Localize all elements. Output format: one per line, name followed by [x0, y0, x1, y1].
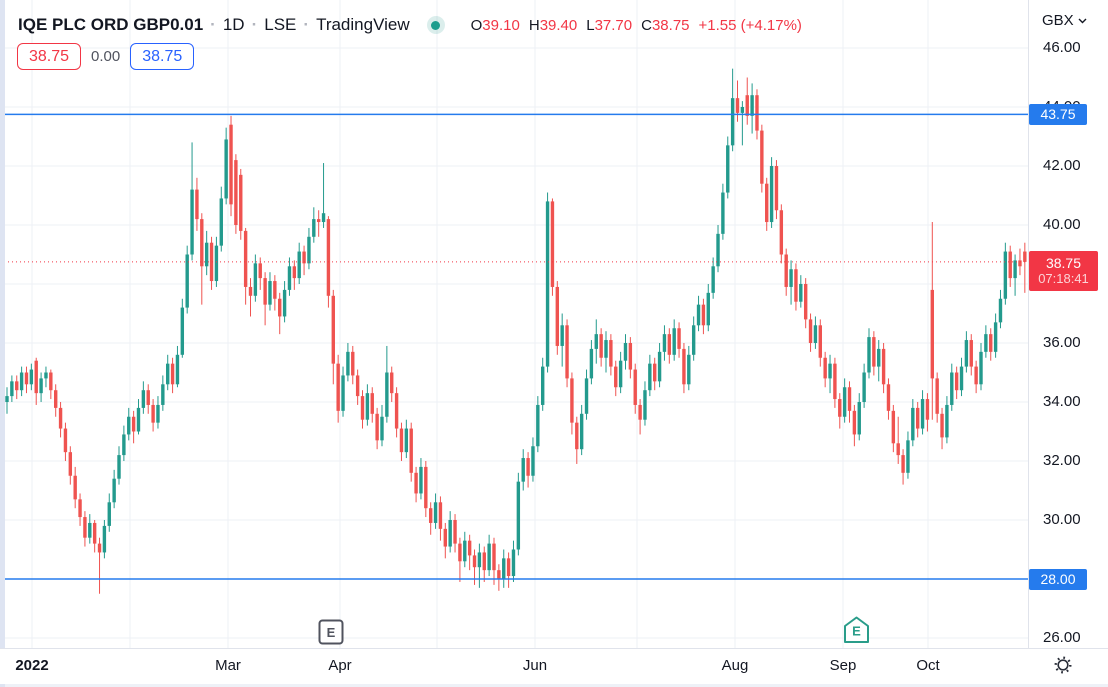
price-axis-label: 36.00: [1043, 334, 1081, 351]
currency-selector[interactable]: GBX: [1042, 12, 1087, 29]
last-price-value: 38.75: [1045, 255, 1082, 272]
close-label: C: [641, 16, 652, 34]
close-value: 38.75: [651, 16, 690, 34]
low-label: L: [586, 16, 595, 34]
price-axis-label: 32.00: [1043, 452, 1081, 469]
time-axis-label: Aug: [721, 657, 749, 674]
time-axis-label: Oct: [916, 657, 940, 674]
interval-label[interactable]: 1D: [222, 15, 245, 34]
exchange-label[interactable]: LSE: [264, 15, 297, 34]
change-value: +1.55 (+4.17%): [698, 16, 802, 34]
high-value: 39.40: [539, 16, 578, 34]
price-line-tag: 28.00: [1029, 568, 1087, 590]
open-label: O: [470, 16, 483, 34]
price-axis-label: 34.00: [1043, 393, 1081, 410]
gridlines: [0, 0, 1028, 648]
time-axis-label: 2022: [15, 657, 49, 674]
symbol-name[interactable]: IQE PLC ORD GBP0.01: [18, 15, 204, 34]
open-value: 39.10: [482, 16, 520, 34]
time-axis-label: Jun: [522, 657, 548, 674]
bid-ask-row: 38.75 0.00 38.75: [17, 43, 802, 70]
chevron-down-icon: [1078, 18, 1087, 23]
currency-label: GBX: [1042, 12, 1074, 29]
svg-text:E: E: [852, 624, 861, 639]
window-edge-left: [0, 0, 5, 687]
earnings-marker-square-icon[interactable]: E: [318, 619, 344, 650]
sell-price-chip[interactable]: 38.75: [17, 43, 82, 70]
price-axis-label: 42.00: [1043, 157, 1081, 174]
bar-countdown: 07:18:41: [1038, 271, 1089, 287]
market-status-dot-icon[interactable]: [426, 16, 445, 34]
spread-value: 0.00: [91, 48, 121, 65]
last-price-tag: 38.75 07:18:41: [1029, 251, 1098, 292]
time-axis[interactable]: 2022 Mar Apr Jun Aug Sep Oct: [0, 648, 1108, 684]
buy-price-chip[interactable]: 38.75: [130, 43, 195, 70]
low-value: 37.70: [594, 16, 633, 34]
chart-legend: IQE PLC ORD GBP0.01 · 1D · LSE · Trading…: [17, 15, 802, 70]
price-line-tag: 43.75: [1029, 103, 1087, 125]
high-label: H: [528, 16, 540, 34]
gear-icon[interactable]: [1053, 655, 1073, 675]
price-axis[interactable]: GBX 46.0044.0042.0040.0036.0034.0032.003…: [1028, 0, 1108, 648]
time-axis-label: Mar: [215, 657, 241, 674]
time-axis-label: Apr: [328, 657, 352, 674]
time-axis-label: Sep: [829, 657, 857, 674]
price-axis-label: 40.00: [1043, 216, 1081, 233]
earnings-marker-shield-icon[interactable]: E: [842, 615, 871, 650]
price-axis-label: 30.00: [1043, 511, 1081, 528]
separator-dot: ·: [210, 15, 216, 34]
separator-dot: ·: [303, 15, 310, 34]
ohlc-readout: O39.10 H39.40 L37.70 C38.75 +1.55 (+4.17…: [471, 17, 802, 34]
price-axis-label: 26.00: [1043, 629, 1081, 646]
provider-label[interactable]: TradingView: [316, 15, 410, 34]
candlestick-series: [5, 68, 1027, 594]
price-axis-label: 46.00: [1043, 39, 1081, 56]
symbol-title-row: IQE PLC ORD GBP0.01 · 1D · LSE · Trading…: [18, 15, 802, 35]
svg-text:E: E: [327, 625, 336, 640]
separator-dot: ·: [251, 15, 258, 34]
window-edge-bottom: [0, 683, 1108, 687]
